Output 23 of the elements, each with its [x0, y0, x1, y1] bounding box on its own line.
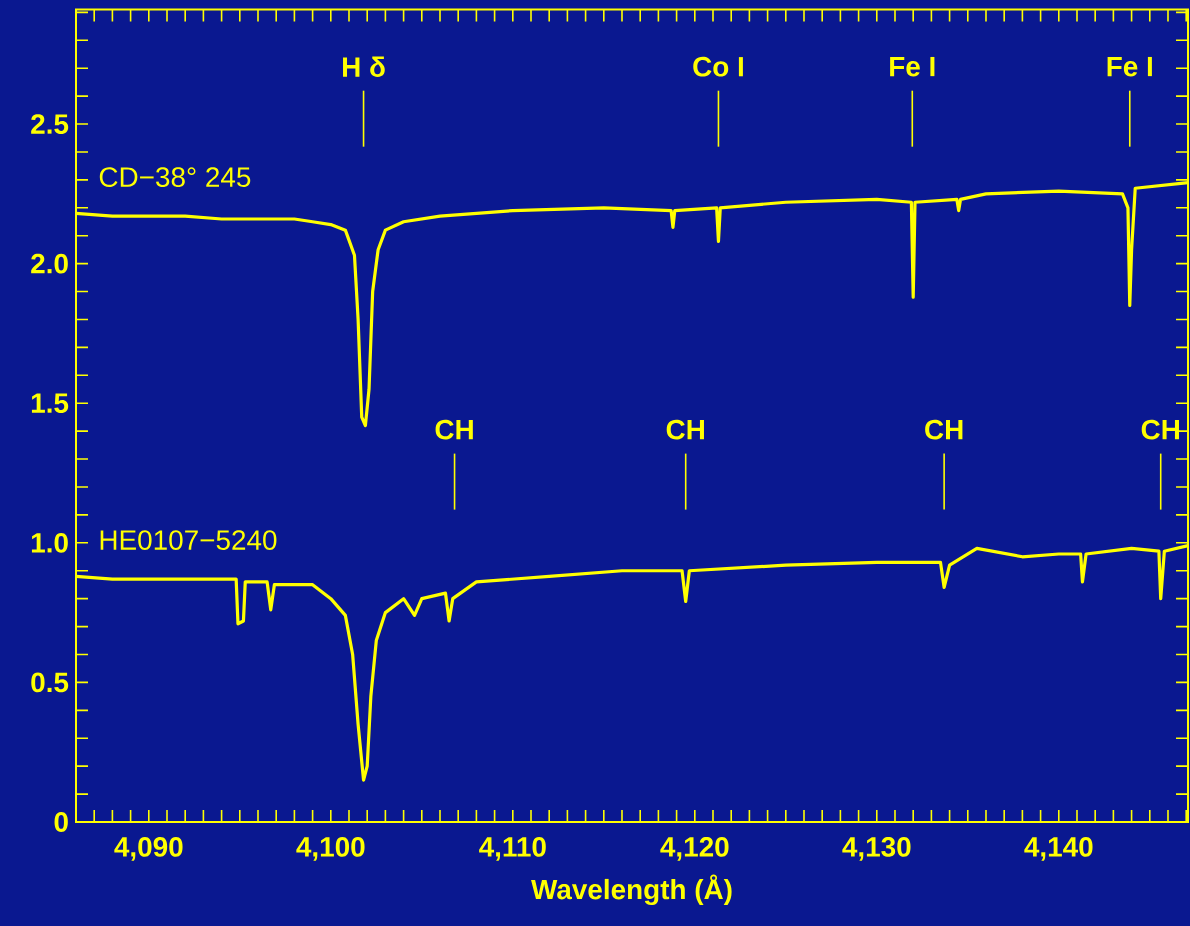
ref-line-label: H δ [343, 56, 385, 77]
y-tick-label: 2.5 [31, 114, 69, 134]
y-tick-label: 2.0 [31, 253, 68, 274]
x-tick-label: 4,130 [842, 837, 911, 861]
legend-label: CD−38° 245 [99, 167, 251, 187]
ref-line-label: CH [435, 419, 473, 440]
ref-line-label: Co I [693, 56, 743, 77]
ref-line-label: CH [666, 419, 704, 440]
x-axis-title: Wavelength (Å) [531, 874, 732, 906]
x-tick-label: 4,140 [1024, 837, 1093, 861]
ref-line-label: CH [925, 419, 963, 440]
ref-line-label: Fe I [1107, 56, 1152, 77]
x-tick-label: 4,120 [660, 837, 729, 861]
x-tick-label: 4,090 [114, 837, 183, 861]
x-tick-label: 4,100 [296, 837, 365, 861]
x-tick-label: 4,110 [479, 837, 546, 861]
ref-line-label: Fe I [890, 56, 935, 77]
y-tick-label: 0.5 [31, 672, 69, 693]
y-tick-label: 1.0 [31, 532, 68, 553]
y-tick-label: 1.5 [31, 393, 69, 413]
ref-line-label: CH [1141, 419, 1179, 440]
y-tick-label: 0 [54, 812, 68, 832]
legend-label: HE0107−5240 [100, 530, 277, 550]
